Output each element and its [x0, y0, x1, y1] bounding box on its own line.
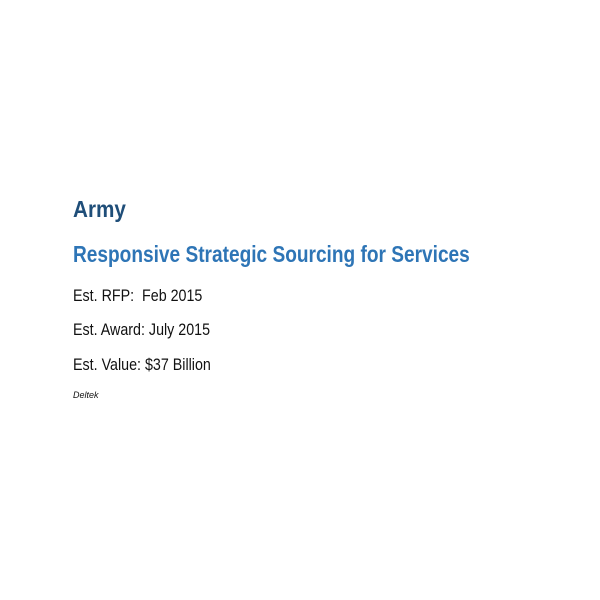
organization-heading: Army [73, 196, 126, 222]
source-credit: Deltek [73, 390, 99, 400]
est-rfp: Est. RFP: Feb 2015 [73, 286, 203, 305]
est-value: Est. Value: $37 Billion [73, 355, 211, 374]
document-title: Responsive Strategic Sourcing for Servic… [73, 241, 470, 267]
est-award: Est. Award: July 2015 [73, 320, 211, 339]
